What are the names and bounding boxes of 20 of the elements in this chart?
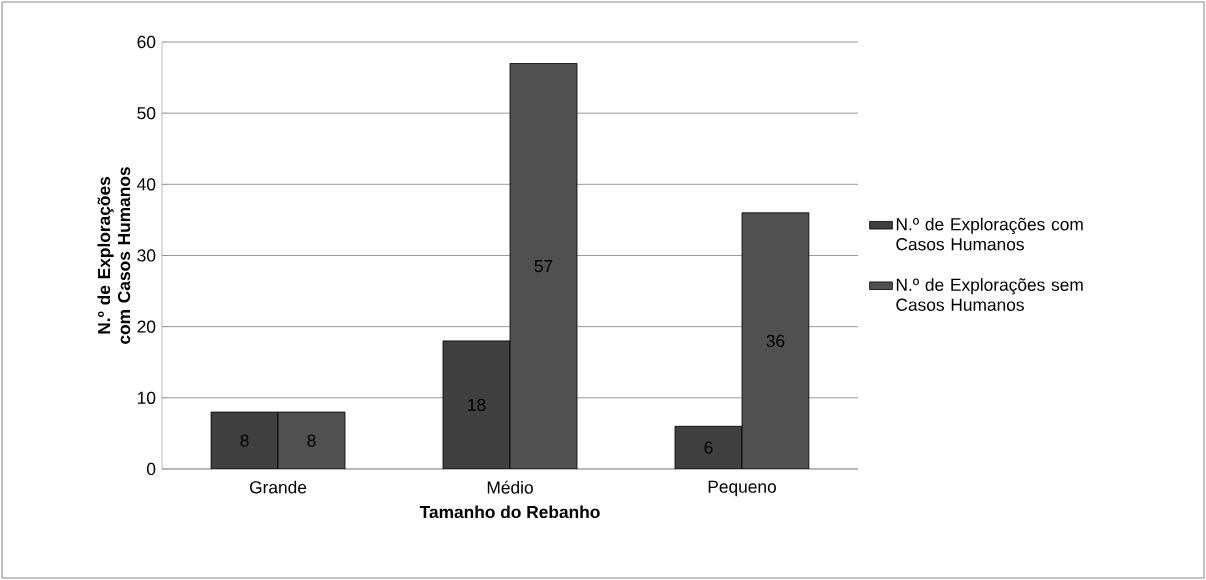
x-tick-label: Pequeno xyxy=(708,480,776,497)
data-label: 57 xyxy=(534,260,553,273)
y-axis-title: N.º de Explorações com Casos Humanos xyxy=(97,167,131,344)
data-label: 18 xyxy=(468,398,486,412)
x-axis-title: Tamanho do Rebanho xyxy=(419,505,600,519)
legend-label: N.º de Explorações com Casos Humanos xyxy=(896,217,1083,251)
data-label: 6 xyxy=(704,441,713,454)
y-tick-label: 10 xyxy=(138,391,156,404)
data-label: 36 xyxy=(766,334,785,348)
y-tick-label: 50 xyxy=(137,107,156,120)
x-tick-label: Médio xyxy=(487,480,533,494)
data-label: 8 xyxy=(307,434,316,447)
y-tick-label: 30 xyxy=(137,249,156,262)
y-tick-label: 40 xyxy=(137,178,156,191)
y-tick-label: 60 xyxy=(137,35,156,49)
y-tick-label: 20 xyxy=(137,320,156,333)
x-tick-label: Grande xyxy=(249,480,307,494)
data-label: 8 xyxy=(240,434,249,447)
legend-label: N.º de Explorações sem Casos Humanos xyxy=(896,278,1083,311)
y-tick-label: 0 xyxy=(146,462,156,476)
